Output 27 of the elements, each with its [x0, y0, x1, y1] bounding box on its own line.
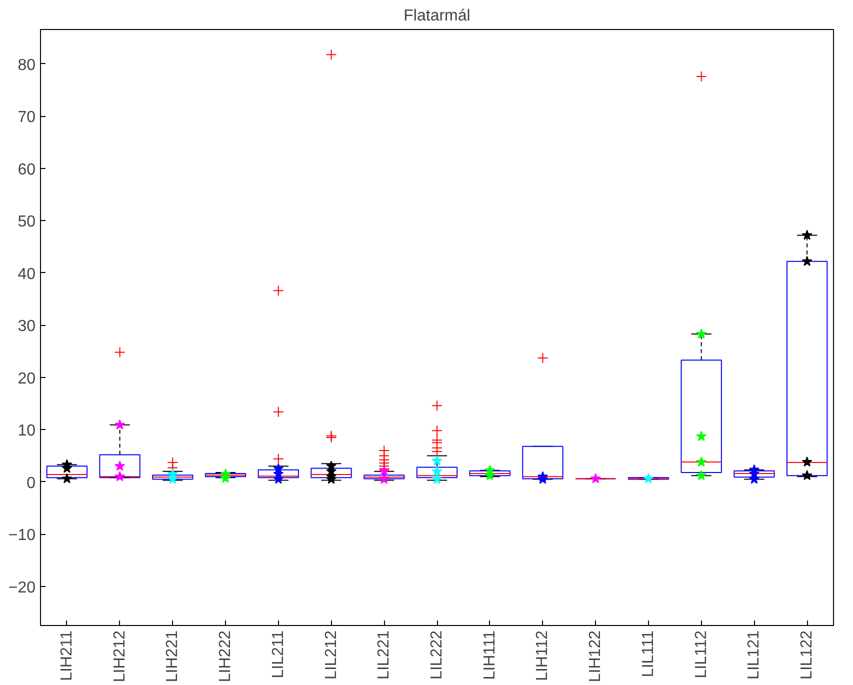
x-tick-label: LIH211	[58, 630, 76, 681]
x-tick-label: LIL222	[428, 630, 446, 680]
y-tick-label: −10	[8, 527, 36, 544]
x-tick-label: LIL122	[798, 630, 816, 680]
x-tick-label: LIH112	[534, 630, 552, 681]
y-tick-label: −20	[8, 579, 36, 596]
x-tick-label: LIH212	[111, 630, 128, 682]
y-tick-label: 40	[18, 266, 36, 283]
y-tick-label: 30	[18, 318, 36, 336]
x-tick-label: LIH222	[217, 630, 234, 682]
y-tick-label: 10	[18, 422, 36, 440]
y-tick-label: 80	[18, 56, 36, 74]
chart-title: Flatarmál	[404, 8, 470, 24]
x-tick-label: LIL121	[746, 630, 763, 680]
y-tick-label: 20	[18, 370, 36, 388]
x-tick-label: LIL211	[270, 630, 287, 678]
x-tick-label: LIL111	[640, 630, 657, 678]
x-tick-label: LIH122	[587, 630, 604, 682]
x-tick-label: LIL221	[376, 630, 393, 680]
x-tick-label: LIH111	[481, 630, 498, 680]
x-tick-label: LIL112	[692, 630, 710, 678]
y-tick-label: 50	[18, 214, 36, 231]
y-tick-label: 70	[18, 109, 36, 126]
y-tick-label: 60	[18, 161, 36, 178]
x-tick-label: LIH221	[164, 630, 182, 682]
x-tick-label: LIL212	[322, 630, 340, 680]
y-tick-label: 0	[26, 474, 36, 492]
